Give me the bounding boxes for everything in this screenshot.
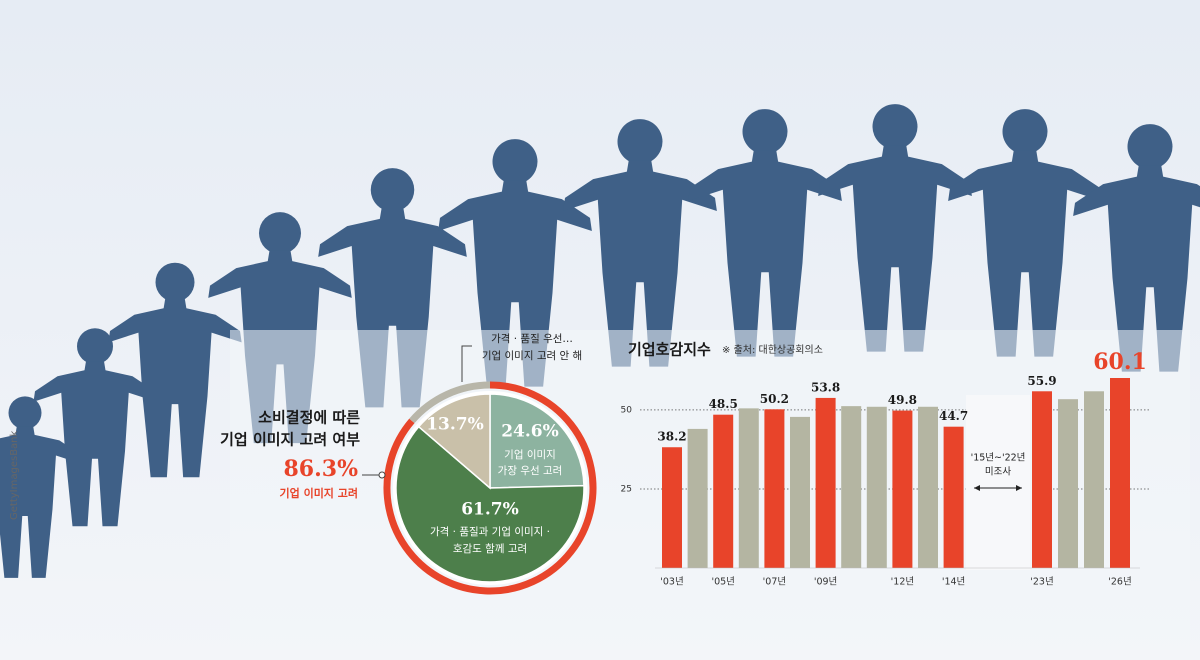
bar [687, 428, 708, 568]
x-tick-label: '09년 [814, 577, 837, 588]
value-label: 44.7 [939, 409, 968, 423]
value-label: 53.8 [811, 380, 840, 394]
ring-label: 기업 이미지 고려 [280, 486, 359, 500]
callout-dot [378, 471, 386, 479]
value-label: 50.2 [760, 392, 789, 406]
bar [841, 406, 862, 568]
callout-line [461, 345, 472, 382]
pie-title: 기업 이미지 고려 여부 [220, 431, 360, 449]
y-tick-label: 25 [621, 484, 632, 494]
bar [918, 406, 938, 568]
value-label: 55.9 [1027, 374, 1056, 388]
slice-label: 가격 · 품질 우선… [491, 332, 573, 345]
pie-slice [395, 425, 585, 583]
bar [713, 414, 734, 568]
bar-title: 기업호감지수 [628, 341, 711, 359]
slice-value: 24.6% [501, 422, 559, 442]
bar [943, 426, 964, 568]
ring-arc [383, 381, 597, 595]
x-tick-label: '05년 [711, 577, 734, 588]
ring-value: 86.3% [284, 456, 359, 482]
pie-title: 소비결정에 따른 [258, 409, 360, 427]
bar [815, 397, 836, 568]
y-tick-label: 50 [621, 405, 633, 415]
bar [662, 447, 682, 568]
value-label: 48.5 [709, 397, 738, 411]
bar [1110, 378, 1130, 568]
x-tick-label: '26년 [1108, 577, 1131, 588]
slice-label: 호감도 함께 고려 [453, 543, 527, 555]
x-tick-label: '23년 [1030, 577, 1053, 588]
bar [892, 410, 913, 568]
pie-slice [489, 393, 585, 489]
value-label: 60.1 [1093, 349, 1147, 375]
slice-label: 가장 우선 고려 [498, 465, 563, 477]
gap-label: 미조사 [985, 467, 1011, 478]
ring-arc [409, 381, 491, 424]
bar-source: ※ 출처: 대한상공회의소 [722, 344, 823, 356]
x-tick-label: '14년 [942, 577, 965, 588]
gap-label: '15년~'22년 [971, 453, 1026, 464]
x-tick-label: '12년 [891, 577, 914, 588]
slice-label: 가격 · 품질과 기업 이미지 · [430, 525, 550, 538]
gap-arrow-head [974, 485, 1022, 491]
bar [866, 406, 887, 568]
slice-value: 61.7% [461, 500, 519, 520]
value-label: 49.8 [888, 393, 917, 407]
value-label: 38.2 [657, 430, 686, 444]
bar [738, 408, 759, 568]
slice-value: 13.7% [426, 415, 484, 435]
bar [764, 409, 785, 568]
slice-label: 기업 이미지 [504, 448, 556, 461]
bar [1058, 399, 1078, 568]
slice-label: 기업 이미지 고려 안 해 [482, 349, 582, 362]
gap-area [966, 395, 1030, 570]
x-tick-label: '03년 [660, 577, 683, 588]
pie-slice [417, 393, 491, 490]
bar [1084, 391, 1104, 568]
bar [1032, 391, 1052, 568]
photo-credit: GettyImagesBank [9, 430, 20, 520]
x-tick-label: '07년 [763, 577, 786, 588]
bar [790, 416, 810, 568]
